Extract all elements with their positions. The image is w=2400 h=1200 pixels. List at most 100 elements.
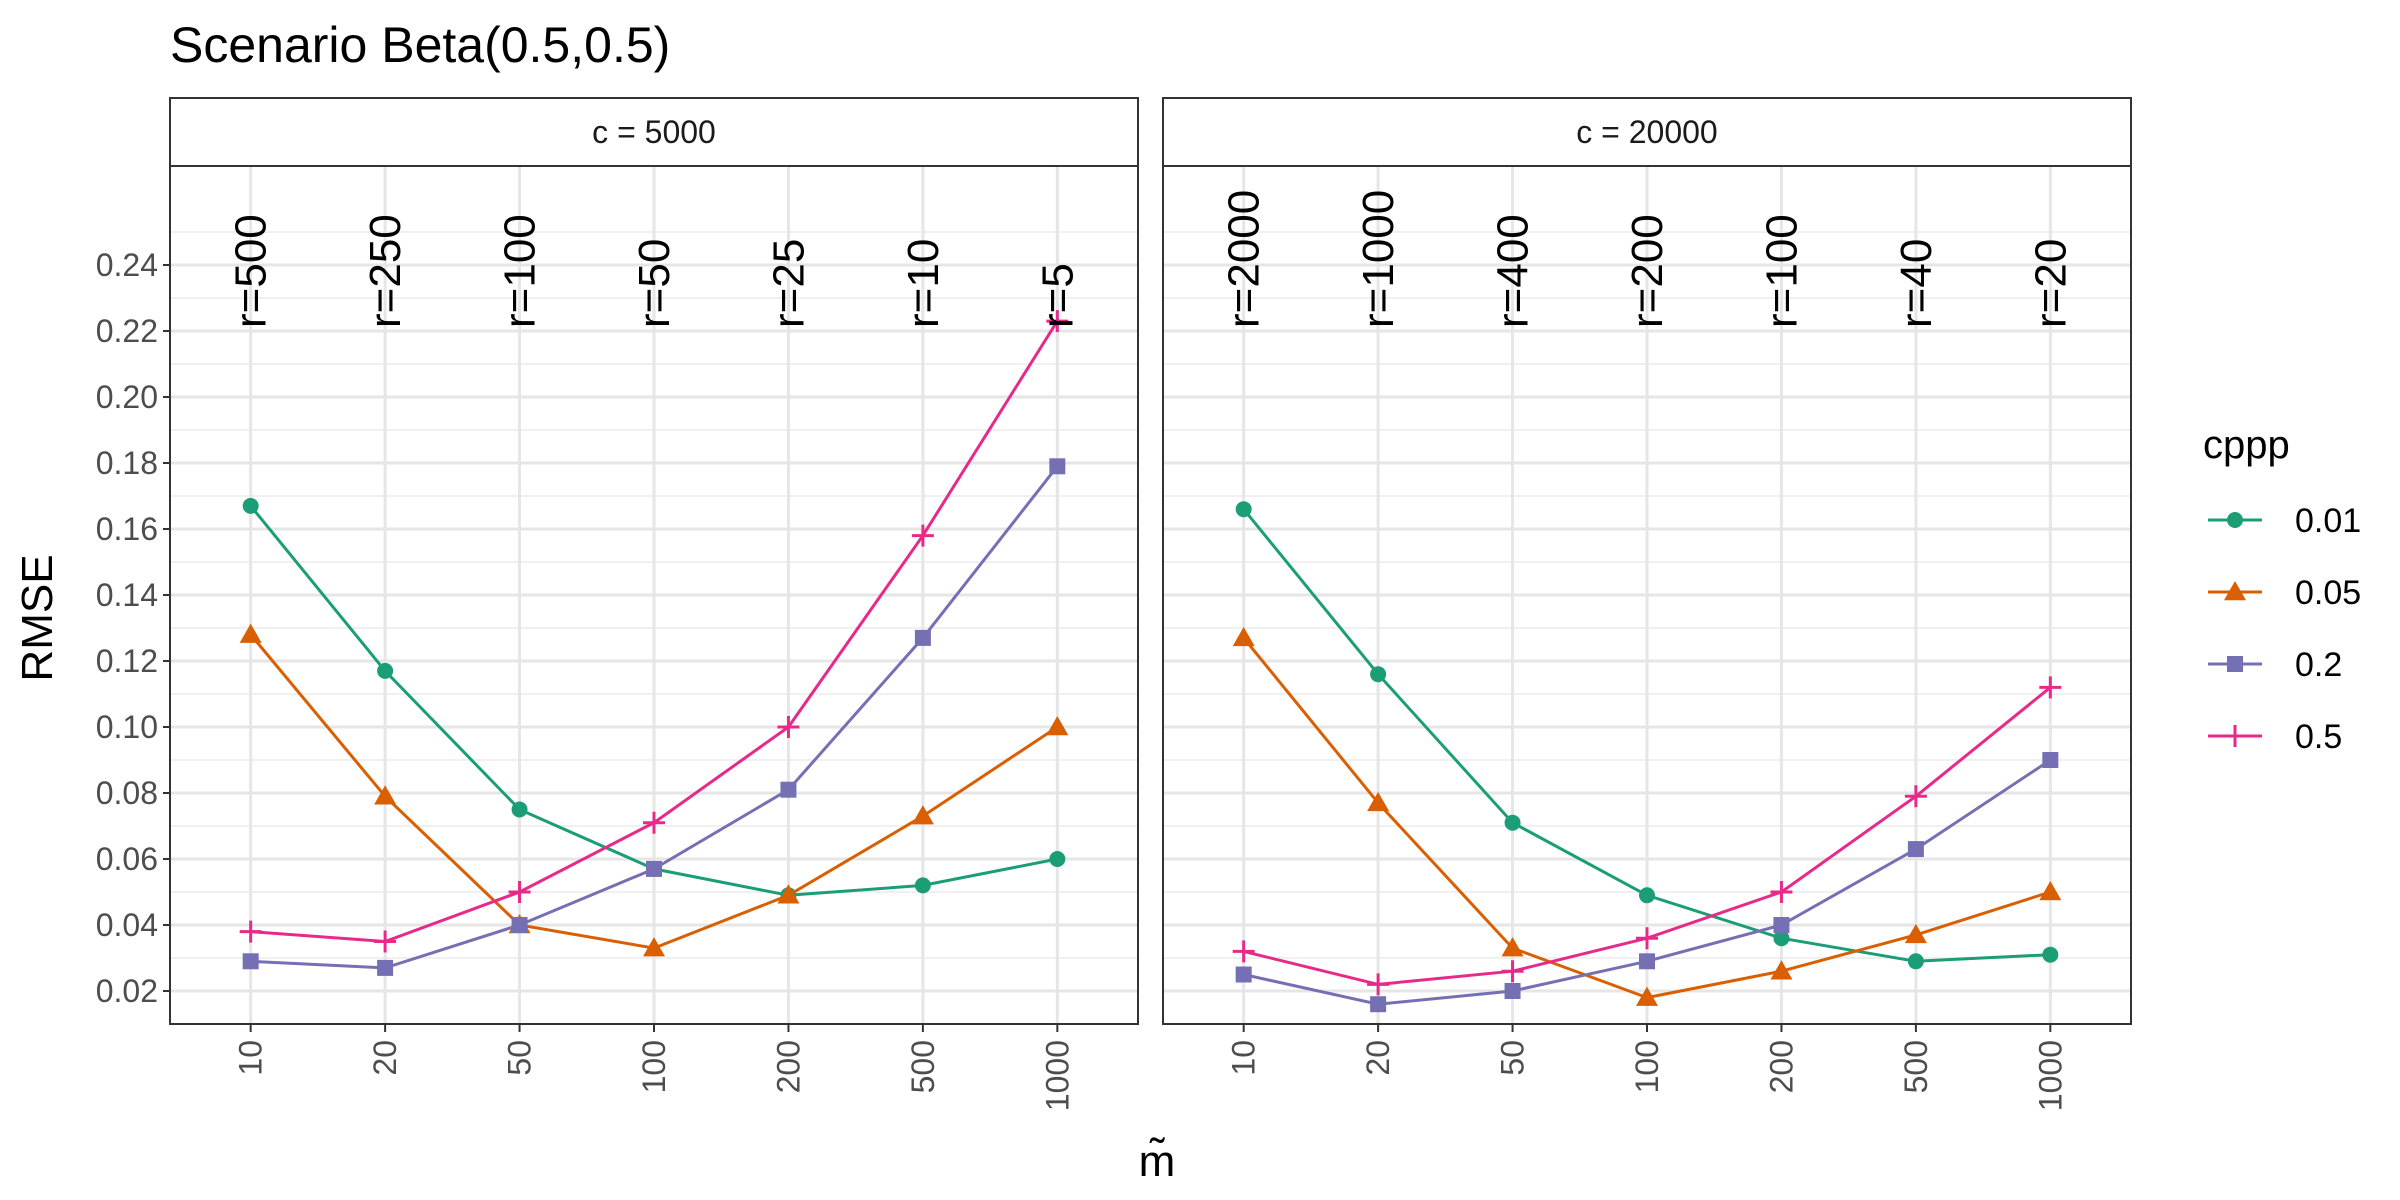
data-point-0.2 — [2042, 752, 2059, 768]
y-tick-label: 0.04 — [96, 907, 158, 943]
panel-1: 0.02 0.04 0.06 0.08 0.10 0.12 0.14 0.16 0.18 0.20… — [96, 97, 1139, 1111]
legend-item: 0.5 — [2208, 718, 2342, 756]
x-tick-label: 50 — [1495, 1040, 1531, 1076]
data-point-0.5 — [1046, 310, 1069, 333]
data-point-0.2 — [1370, 996, 1387, 1013]
data-point-0.2 — [511, 917, 528, 933]
data-point-0.2 — [377, 959, 394, 976]
data-point-0.01 — [914, 877, 931, 894]
data-point-0.05 — [643, 937, 665, 957]
data-point-0.05 — [1232, 626, 1255, 647]
r-annotation: r=1000 — [1354, 190, 1403, 328]
data-point-0.2 — [1504, 983, 1521, 999]
facet-label: c = 20000 — [1576, 114, 1717, 150]
x-tick-label: 200 — [1763, 1040, 1799, 1093]
data-point-0.5 — [911, 524, 934, 547]
x-tick-label: 500 — [905, 1040, 941, 1093]
r-annotation: r=25 — [764, 239, 813, 328]
data-point-0.5 — [643, 811, 665, 834]
data-point-0.5 — [1232, 940, 1255, 963]
r-annotation: r=2000 — [1220, 190, 1269, 328]
data-point-0.01 — [1773, 930, 1790, 947]
x-tick-label: 500 — [1898, 1040, 1934, 1093]
data-point-0.05 — [239, 623, 262, 643]
data-point-0.5 — [777, 716, 800, 738]
data-point-0.01 — [242, 497, 259, 514]
legend-key-plus — [2224, 725, 2246, 747]
legend-key-square — [2227, 656, 2243, 672]
data-point-0.5 — [508, 881, 531, 903]
legend: cppp 0.01 0.05 0.2 0.5 — [2203, 423, 2361, 756]
legend-item: 0.2 — [2208, 646, 2342, 684]
chart-panels: 0.02 0.04 0.06 0.08 0.10 0.12 0.14 0.16 0.18 0.20… — [96, 97, 2132, 1111]
facet-label: c = 5000 — [592, 114, 716, 150]
data-point-0.5 — [1770, 881, 1793, 903]
data-point-0.01 — [377, 662, 394, 679]
r-annotation: r=100 — [1757, 214, 1806, 328]
data-point-0.5 — [2039, 676, 2062, 699]
panel-2: r=2000 r=1000 r=400 r=200 r=100 r=40 r=20 c = 2… — [1162, 97, 2132, 1111]
r-annotation: r=10 — [899, 239, 948, 328]
legend-title: cppp — [2203, 423, 2290, 467]
data-point-0.2 — [1773, 917, 1790, 933]
legend-label: 0.05 — [2295, 574, 2361, 612]
legend-label: 0.2 — [2295, 646, 2342, 684]
data-point-0.01 — [1907, 953, 1924, 970]
x-axis-title: m̃ — [1139, 1137, 1176, 1186]
y-tick-label: 0.24 — [96, 247, 158, 283]
y-tick-label: 0.20 — [96, 379, 158, 415]
data-point-0.5 — [1501, 960, 1524, 983]
data-point-0.5 — [374, 930, 397, 953]
r-annotation: r=250 — [361, 214, 410, 328]
data-point-0.01 — [511, 801, 528, 818]
data-point-0.01 — [2042, 946, 2059, 963]
y-tick-label: 0.18 — [96, 445, 158, 481]
data-point-0.01 — [1639, 887, 1655, 904]
legend-key-circle — [2227, 512, 2243, 528]
x-tick-label: 10 — [233, 1040, 269, 1076]
x-tick-label: 20 — [1360, 1040, 1396, 1076]
data-point-0.05 — [1046, 716, 1069, 736]
data-point-0.05 — [1501, 937, 1524, 957]
data-point-0.2 — [242, 953, 259, 970]
r-annotation: r=200 — [1623, 214, 1672, 328]
y-tick-label: 0.12 — [96, 643, 158, 679]
legend-item: 0.05 — [2208, 574, 2361, 612]
x-tick-label: 10 — [1226, 1040, 1262, 1076]
x-tick-label: 100 — [1629, 1040, 1665, 1093]
data-point-0.2 — [646, 860, 662, 877]
data-point-0.05 — [1904, 923, 1927, 944]
data-point-0.2 — [1639, 953, 1655, 970]
x-tick-label: 100 — [636, 1040, 672, 1093]
data-point-0.2 — [1049, 458, 1066, 475]
r-annotation: r=20 — [2026, 239, 2075, 328]
y-tick-label: 0.08 — [96, 775, 158, 811]
data-point-0.05 — [777, 884, 800, 904]
x-tick-label: 1000 — [2032, 1040, 2068, 1111]
data-point-0.05 — [1636, 986, 1658, 1006]
data-point-0.01 — [1235, 501, 1252, 518]
facet-strip — [1162, 97, 2132, 167]
r-annotation: r=40 — [1892, 239, 1941, 328]
x-tick-label: 1000 — [1039, 1040, 1075, 1111]
y-tick-label: 0.14 — [96, 577, 158, 613]
x-tick-label: 20 — [367, 1040, 403, 1076]
legend-label: 0.01 — [2295, 502, 2361, 540]
data-point-0.01 — [1504, 814, 1521, 831]
data-point-0.2 — [914, 629, 931, 646]
data-point-0.01 — [1370, 666, 1387, 683]
data-point-0.05 — [911, 805, 934, 825]
data-point-0.2 — [780, 781, 797, 798]
r-annotation: r=50 — [630, 239, 679, 328]
data-point-0.5 — [1904, 785, 1927, 808]
y-tick-label: 0.02 — [96, 973, 158, 1009]
y-tick-label: 0.22 — [96, 313, 158, 349]
legend-label: 0.5 — [2295, 718, 2342, 756]
data-point-0.2 — [1235, 966, 1252, 983]
chart-title: Scenario Beta(0.5,0.5) — [170, 17, 670, 73]
data-point-0.05 — [2039, 881, 2062, 901]
data-point-0.5 — [239, 920, 262, 943]
data-point-0.5 — [1367, 973, 1390, 996]
data-point-0.05 — [374, 785, 397, 805]
